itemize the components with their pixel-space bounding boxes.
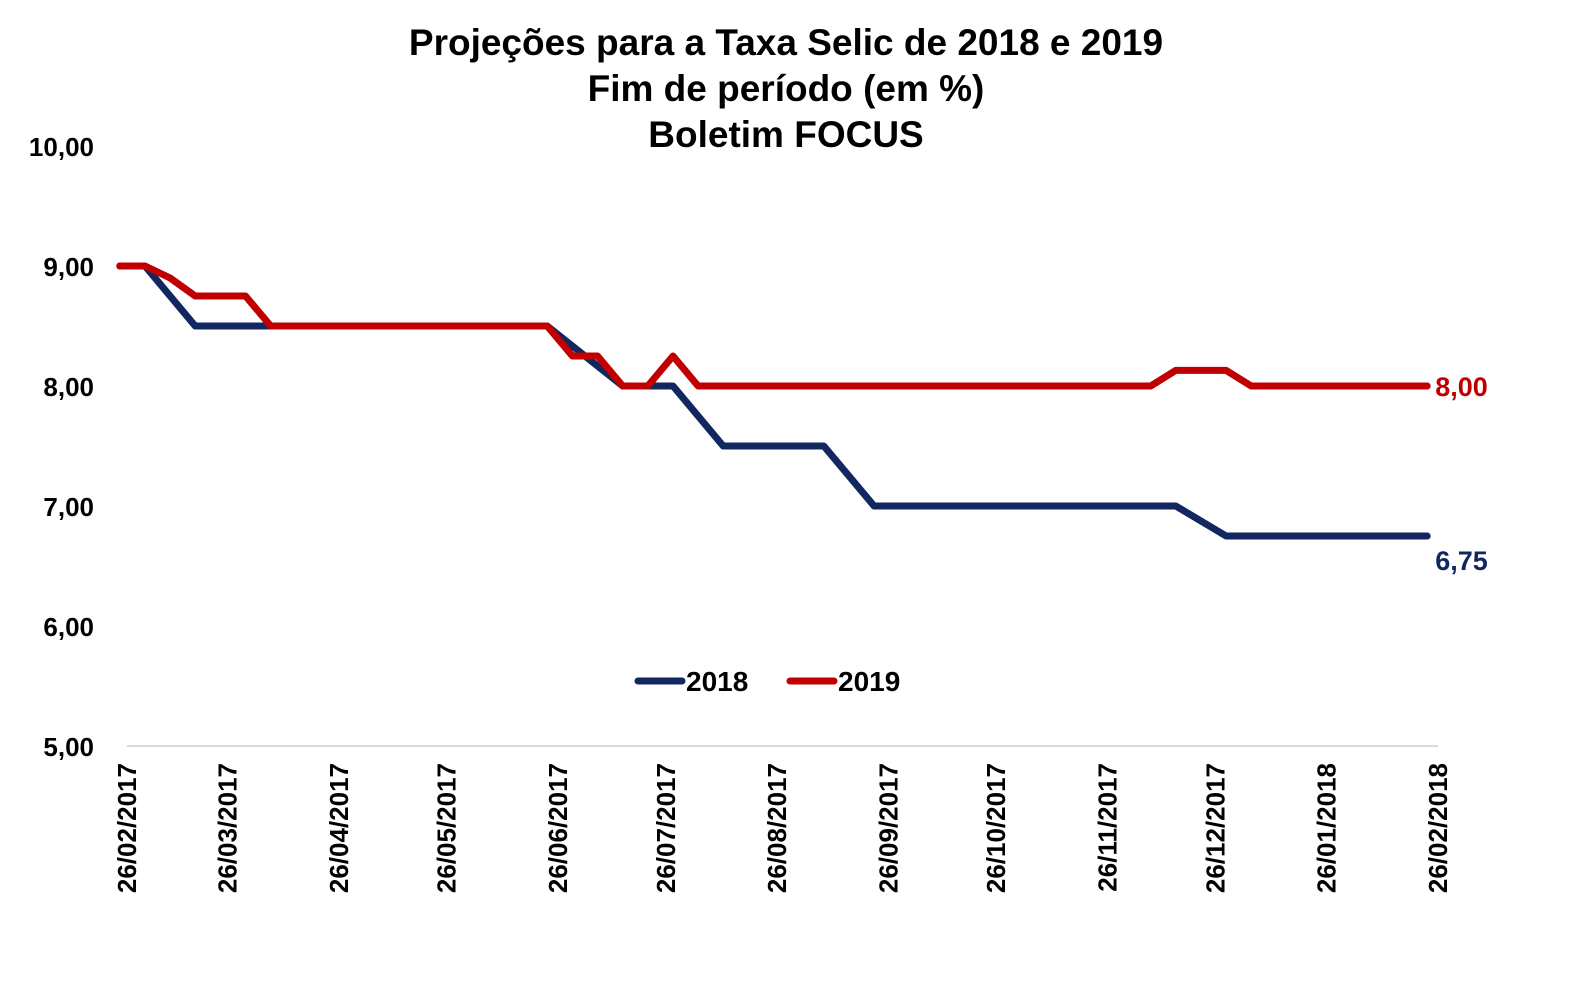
- x-tick-label: 26/03/2017: [213, 763, 243, 893]
- x-axis: 26/02/2017 26/03/2017 26/04/2017 26/05/2017…: [112, 745, 1453, 893]
- y-tick-label: 7,00: [43, 492, 94, 522]
- x-tick-label: 26/05/2017: [432, 763, 462, 893]
- y-tick-label: 8,00: [43, 372, 94, 402]
- data-label-2018: 6,75: [1435, 546, 1488, 576]
- legend-label-2018: 2018: [686, 666, 748, 697]
- x-tick-label: 26/07/2017: [651, 763, 681, 893]
- legend: 2018 2019: [634, 666, 900, 697]
- x-tick-label: 26/02/2018: [1423, 763, 1453, 893]
- x-tick-label: 26/01/2018: [1312, 763, 1342, 893]
- series-line-2018: [116, 262, 1431, 540]
- x-tick-label: 26/09/2017: [873, 763, 903, 893]
- x-tick-label: 26/10/2017: [981, 763, 1011, 893]
- chart-title: Projeções para a Taxa Selic de 2018 e 20…: [409, 22, 1163, 155]
- y-tick-label: 6,00: [43, 612, 94, 642]
- legend-label-2019: 2019: [838, 666, 900, 697]
- x-tick-label: 26/02/2017: [112, 763, 142, 893]
- y-axis: 5,00 6,00 7,00 8,00 9,00 10,00: [29, 132, 94, 762]
- x-tick-label: 26/08/2017: [762, 763, 792, 893]
- y-tick-label: 9,00: [43, 252, 94, 282]
- x-tick-label: 26/12/2017: [1200, 763, 1230, 893]
- series-line-2019: [116, 262, 1431, 390]
- x-tick-label: 26/06/2017: [543, 763, 573, 893]
- x-tick-label: 26/04/2017: [324, 763, 354, 893]
- chart-title-line-1: Projeções para a Taxa Selic de 2018 e 20…: [409, 22, 1163, 63]
- chart-title-line-2: Fim de período (em %): [588, 68, 985, 109]
- chart-title-line-3: Boletim FOCUS: [648, 114, 923, 155]
- x-tick-label: 26/11/2017: [1093, 763, 1123, 892]
- y-tick-label: 5,00: [43, 732, 94, 762]
- y-tick-label: 10,00: [29, 132, 94, 162]
- data-label-2019: 8,00: [1435, 372, 1488, 402]
- series-layer: 6,75 8,00: [116, 262, 1488, 576]
